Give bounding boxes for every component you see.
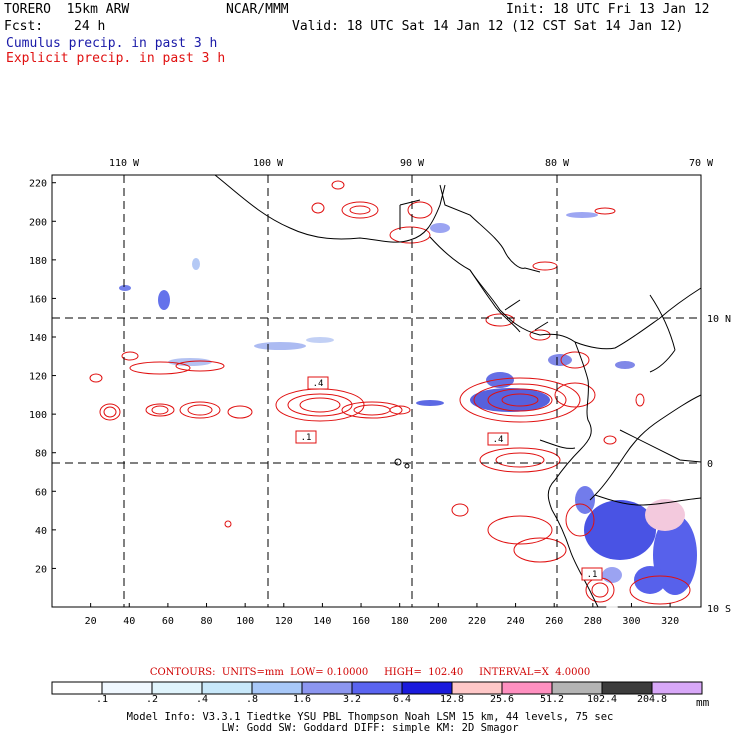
color-bar-swatch [401,681,453,695]
lat-label: 10 N [707,314,731,325]
color-bar-label: .1 [95,694,109,705]
lon-label: 90 W [400,158,425,169]
x-axis: 20 40 60 80 100 120 140 160 180 200 220 240 260 280 30… [85,603,679,627]
contour-label-box [581,567,603,581]
forecast-hours: 24 h [74,19,106,34]
color-bar-label: .2 [145,694,159,705]
x-tick-label: 200 [429,616,447,627]
color-bar-swatch [551,681,603,695]
color-bar-swatch [351,681,403,695]
model-info-line1: Model Info: V3.3.1 Tiedtke YSU PBL Thomp… [126,711,614,723]
y-tick-label: 60 [35,487,47,498]
contour-label: .4 [313,379,324,389]
x-tick-label: 220 [468,616,486,627]
x-tick-label: 100 [236,616,254,627]
y-axis: 20 40 60 80 100 120 140 160 180 200 220 [29,179,56,575]
color-bar-label: 102.4 [586,694,618,705]
y-tick-label: 100 [29,410,47,421]
lon-label: 80 W [545,158,570,169]
explicit-field-title: Explicit precip. in past 3 h [6,51,226,66]
organization: NCAR/MMM [226,2,289,17]
y-tick-label: 120 [29,372,47,383]
color-bar-label: 6.4 [392,694,412,705]
x-tick-label: 180 [391,616,409,627]
model-info-line2: LW: Godd SW: Goddard DIFF: simple KM: 2D… [221,722,519,734]
x-tick-label: 60 [162,616,174,627]
x-tick-label: 120 [275,616,293,627]
color-bar-swatch [151,681,203,695]
contour-label: .4 [493,435,504,445]
x-tick-label: 140 [313,616,331,627]
color-bar [51,681,703,695]
color-bar-swatch [201,681,253,695]
lat-label: 10 S [707,604,731,615]
contour-label: .1 [587,570,598,580]
color-bar-swatch [51,681,103,695]
color-bar-swatch [451,681,503,695]
y-tick-label: 220 [29,179,47,190]
x-tick-label: 240 [507,616,525,627]
explicit-precip-contours [89,180,691,605]
cumulus-field-title: Cumulus precip. in past 3 h [6,36,218,51]
color-bar-swatch [251,681,303,695]
color-bar-label: 12.8 [439,694,465,705]
x-tick-label: 20 [85,616,97,627]
x-tick-label: 260 [545,616,563,627]
lat-label: 0 [707,459,713,470]
color-bar-label: 25.6 [489,694,515,705]
contour-label: .1 [301,433,312,443]
color-bar-swatch [601,681,653,695]
color-bar-label: .8 [245,694,259,705]
y-tick-label: 140 [29,333,47,344]
valid-time: Valid: 18 UTC Sat 14 Jan 12 (12 CST Sat … [292,19,684,34]
color-bar-swatch [301,681,353,695]
y-tick-label: 200 [29,217,47,228]
x-tick-label: 320 [661,616,679,627]
y-tick-label: 20 [35,564,47,575]
x-tick-label: 280 [584,616,602,627]
x-tick-label: 40 [123,616,135,627]
color-bar-label: 1.6 [292,694,312,705]
cumulus-precip-areas [119,212,697,620]
x-tick-label: 300 [622,616,640,627]
color-bar-swatch [101,681,153,695]
x-tick-label: 80 [201,616,213,627]
contour-label-box [295,430,317,444]
color-bar-label: 3.2 [342,694,362,705]
coastlines [214,174,702,608]
y-tick-label: 160 [29,294,47,305]
model-name: TORERO 15km ARW [4,2,130,17]
lon-label: 70 W [689,158,714,169]
color-bar-label: 51.2 [539,694,565,705]
contours-info: CONTOURS: UNITS=mm LOW= 0.10000 HIGH= 10… [149,667,591,678]
lat-lon-grid [52,175,701,607]
forecast-label: Fcst: [4,19,44,34]
init-time: Init: 18 UTC Fri 13 Jan 12 [506,2,710,17]
color-bar-swatch [651,681,703,695]
contour-label-box [487,432,509,446]
lon-label: 100 W [253,158,284,169]
y-tick-label: 180 [29,256,47,267]
precipitation-map: 110 W 100 W 90 W 80 W 70 W 10 N 0 10 S [29,158,731,627]
y-tick-label: 80 [35,449,47,460]
color-bar-label: .4 [195,694,209,705]
y-tick-label: 40 [35,526,47,537]
color-bar-label: 204.8 [636,694,668,705]
lon-label: 110 W [109,158,140,169]
contour-label-box [307,376,329,390]
color-bar-unit: mm [696,696,710,709]
color-bar-swatch [501,681,553,695]
x-tick-label: 160 [352,616,370,627]
